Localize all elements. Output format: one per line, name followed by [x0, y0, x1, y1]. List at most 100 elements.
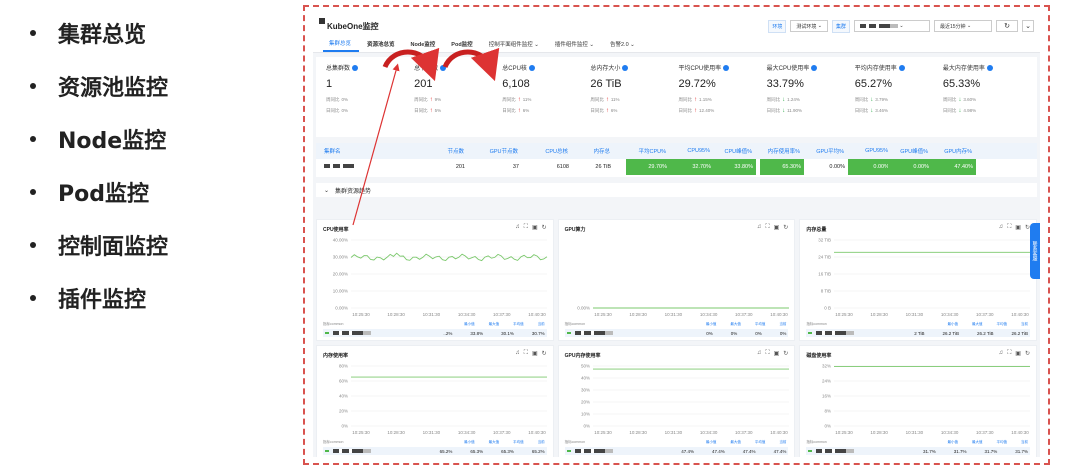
info-icon[interactable] — [622, 64, 629, 71]
export-icon[interactable]: ▣ — [773, 225, 780, 231]
compare-label: 日同比 — [942, 107, 957, 113]
bell-icon[interactable]: ♫ — [998, 350, 1004, 356]
column-header[interactable]: GPU95% — [865, 148, 888, 154]
info-icon[interactable] — [352, 64, 359, 71]
feature-label: Pod监控 — [58, 181, 149, 207]
masked-series-name — [816, 331, 855, 335]
export-icon[interactable]: ▣ — [773, 351, 780, 357]
column-header[interactable]: 节点数 — [447, 149, 464, 155]
legend-column: 平均值 — [754, 322, 766, 326]
screenshot-frame: KubeOne监控 环境 测试环境 ⌄ 集群 ⌄ 最近15分钟 ⌄ ↻ ⌄ 集群… — [303, 5, 1050, 465]
x-tick-label: 10:37:30 — [735, 312, 753, 316]
export-icon[interactable]: ▣ — [1015, 351, 1021, 357]
stat-value: 65.33% — [942, 78, 981, 90]
legend-row[interactable]: 47.4% 47.4% 47.4% 47.4% — [564, 447, 789, 455]
info-icon[interactable] — [528, 64, 535, 71]
column-header[interactable]: CPU总核 — [545, 149, 568, 155]
column-header[interactable]: GPU平均% — [816, 149, 844, 155]
more-button[interactable]: ⌄ — [1022, 20, 1034, 32]
export-icon[interactable]: ▣ — [531, 351, 538, 357]
info-icon[interactable] — [986, 64, 993, 71]
stat-label-text: 最大内存使用率 — [942, 66, 985, 72]
column-header[interactable]: 集群名 — [324, 149, 341, 155]
bell-icon[interactable]: ♫ — [756, 224, 762, 230]
compare-value: 6% — [522, 108, 530, 113]
legend-row[interactable]: 0% 0% 0% 0% — [564, 329, 789, 337]
x-tick-label: 10:34:30 — [458, 430, 476, 435]
tab-alerts[interactable]: 告警2.0 ⌄ — [610, 42, 635, 48]
column-header[interactable]: 平均CPU% — [638, 149, 666, 155]
tab-control-plane[interactable]: 控制平面组件监控 ⌄ — [488, 42, 539, 48]
column-header[interactable]: GPU内存% — [944, 149, 972, 155]
bell-icon[interactable]: ♫ — [515, 350, 520, 356]
refresh-icon[interactable]: ↻ — [1024, 225, 1030, 231]
info-icon[interactable] — [811, 64, 818, 71]
stat-value: 6,108 — [502, 78, 530, 90]
refresh-button[interactable]: ↻ — [996, 20, 1018, 32]
chart-toolbar: ♫ ⛶ ▣ ↻ — [999, 224, 1030, 231]
tab-plugins[interactable]: 插件组件监控 ⌄ — [554, 42, 594, 48]
export-icon[interactable]: ▣ — [1015, 225, 1021, 231]
y-tick-label: 32% — [822, 364, 831, 369]
y-tick-label: 30% — [581, 388, 590, 393]
compare-label: 周同比 — [854, 96, 869, 102]
fullscreen-icon[interactable]: ⛶ — [765, 224, 770, 230]
compare-label: 周同比 — [326, 96, 340, 102]
fullscreen-icon[interactable]: ⛶ — [765, 350, 770, 356]
tab-label: 告警2.0 — [610, 42, 629, 48]
fullscreen-icon[interactable]: ⛶ — [523, 350, 528, 356]
column-header[interactable]: GPU峰值% — [900, 149, 928, 155]
table-cell: 65.30% — [760, 159, 804, 175]
refresh-icon[interactable]: ↻ — [783, 351, 789, 357]
column-header[interactable]: CPU峰值% — [724, 149, 752, 155]
legend-row[interactable]: 31.7% 31.7% 31.7% 31.7% — [806, 447, 1030, 455]
section-header[interactable]: ⌄ 集群资源趋势 — [316, 183, 1037, 197]
y-tick-label: 8 TiB — [821, 289, 831, 294]
table-row[interactable]: 201 37 6108 26 TiB 29.70% 32.70% 33.80% 65.30% 0… — [316, 159, 1037, 175]
x-tick-label: 10:31:30 — [906, 430, 924, 435]
info-icon[interactable] — [898, 64, 905, 71]
info-icon[interactable] — [440, 64, 447, 71]
legend-row[interactable]: 2 TiB 26.2 TiB 26.2 TiB 26.2 TiB — [806, 329, 1030, 337]
compare-value: 9% — [434, 97, 442, 102]
column-header[interactable]: 内存总 — [593, 149, 610, 155]
legend-row[interactable]: ..2% 33.8% 30.1% 30.7% — [323, 329, 547, 337]
time-range-select[interactable]: 最近15分钟 ⌄ — [934, 20, 992, 32]
y-tick-label: 32 TiB — [819, 238, 832, 243]
fullscreen-icon[interactable]: ⛶ — [1007, 350, 1012, 356]
bell-icon[interactable]: ♫ — [756, 350, 762, 356]
compare-label: 周同比 — [942, 96, 957, 102]
arrow-up-icon: ↑ — [694, 96, 697, 103]
bell-icon[interactable]: ♫ — [998, 224, 1004, 230]
export-icon[interactable]: ▣ — [531, 225, 538, 231]
series-swatch — [808, 450, 813, 452]
refresh-icon[interactable]: ↻ — [541, 351, 547, 357]
legend-column: 最小值 — [705, 322, 717, 326]
column-header[interactable]: CPU95% — [687, 148, 710, 154]
info-icon[interactable] — [723, 64, 730, 71]
tab-cluster-overview[interactable]: 集群总览 — [323, 39, 360, 52]
env-select[interactable]: 测试环境 ⌄ — [790, 20, 828, 32]
chart-panel: CPU使用率 ♫ ⛶ ▣ ↻ 指标common 最小值 最大值 平均值 当前 ..2% 33.8% 30… — [316, 219, 554, 341]
fullscreen-icon[interactable]: ⛶ — [523, 224, 528, 230]
chart-panel: GPU内存使用率 ♫ ⛶ ▣ ↻ 指标common 最小值 最大值 平均值 当前 47.4% 47.4… — [557, 345, 796, 457]
refresh-icon[interactable]: ↻ — [1024, 351, 1030, 357]
legend-values: 0% 0% 0% 0% — [706, 331, 786, 336]
cluster-select[interactable]: ⌄ — [854, 20, 930, 32]
fullscreen-icon[interactable]: ⛶ — [1007, 224, 1012, 230]
feature-label: 控制面监控 — [58, 234, 169, 260]
x-tick-label: 10:40:30 — [770, 430, 788, 435]
tab-pod[interactable]: Pod监控 — [451, 42, 473, 48]
day-compare: 日同比 0% — [326, 107, 414, 114]
refresh-icon[interactable]: ↻ — [541, 225, 547, 231]
tab-resource-pool[interactable]: 资源池总览 — [367, 42, 395, 48]
contact-side-tab[interactable]: 联系客服 — [1030, 223, 1040, 279]
series-swatch — [325, 332, 329, 334]
column-header[interactable]: GPU节点数 — [489, 149, 518, 155]
legend-row[interactable]: 65.2% 65.3% 65.3% 65.2% — [323, 447, 547, 455]
bell-icon[interactable]: ♫ — [515, 224, 520, 230]
column-header[interactable]: 内存使用率% — [767, 149, 800, 155]
refresh-icon[interactable]: ↻ — [783, 225, 789, 231]
tab-node[interactable]: Node监控 — [410, 42, 436, 48]
stat-card: 总CPU核 6,108 周同比 ↑ 11% 日同比 ↑ 6% — [502, 63, 590, 137]
